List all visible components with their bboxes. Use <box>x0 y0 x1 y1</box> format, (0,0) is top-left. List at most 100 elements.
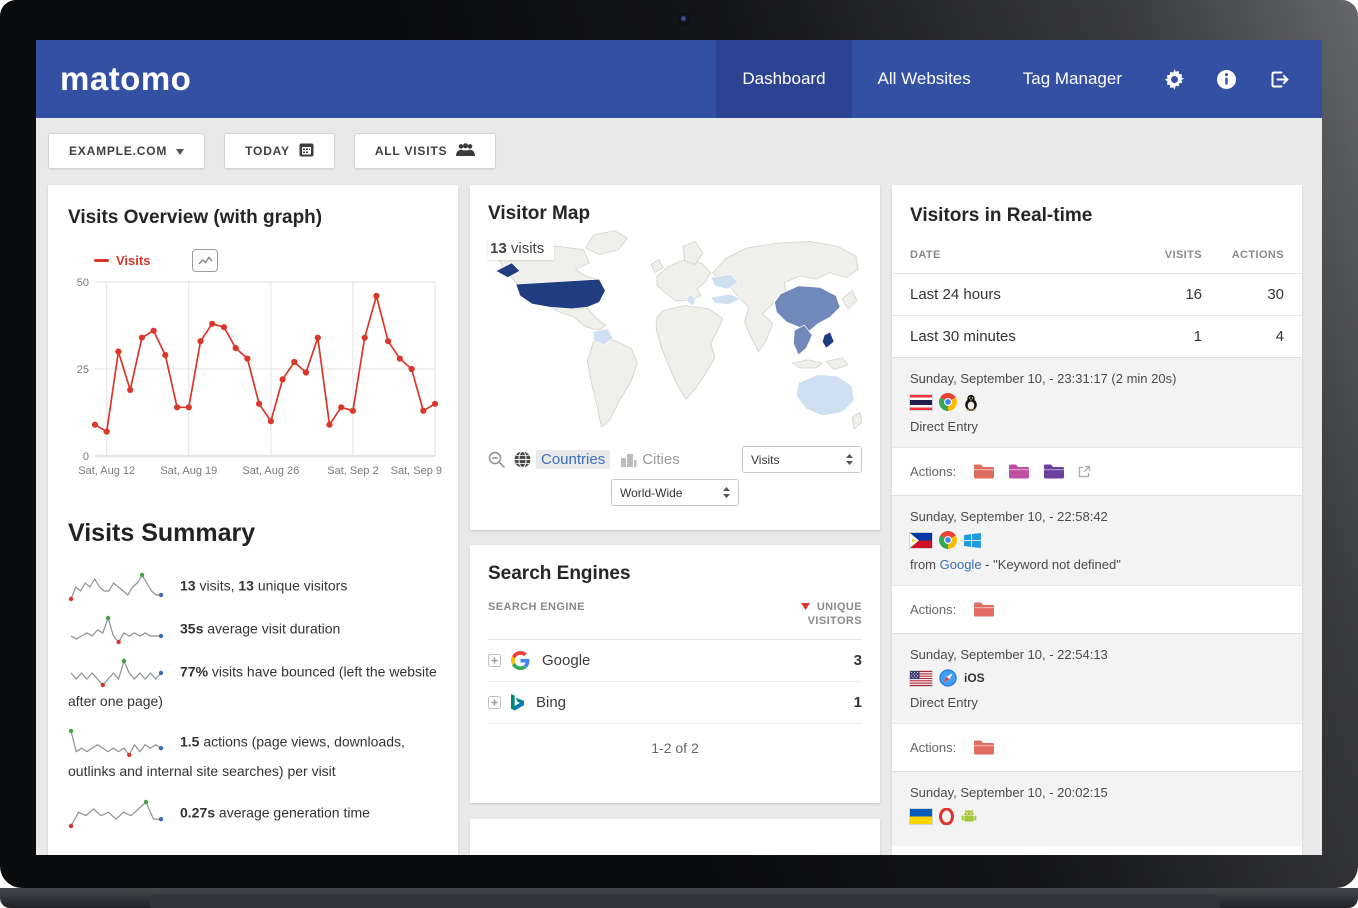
site-selector-label: EXAMPLE.COM <box>69 144 168 158</box>
summary-visits: 16 <box>1185 286 1202 303</box>
sort-desc-icon <box>801 601 813 613</box>
nav-icon-group <box>1148 40 1322 118</box>
os-linux-icon <box>964 394 978 411</box>
country-australia[interactable] <box>795 374 855 416</box>
svg-text:0: 0 <box>83 451 89 463</box>
map-region-select[interactable]: World-Wide <box>611 479 739 506</box>
pagination-label: 1-2 of 2 <box>651 739 699 756</box>
country-alaska[interactable] <box>495 262 521 278</box>
country-colombia[interactable] <box>593 328 614 346</box>
col-visits: VISITS <box>1164 249 1202 261</box>
referrer-link[interactable]: Google <box>939 557 982 572</box>
sparkline <box>68 799 164 828</box>
export-image-button[interactable] <box>192 249 219 272</box>
ios-label-icon: iOS <box>964 671 985 685</box>
laptop-bezel: matomo Dashboard All Websites Tag Manager … <box>0 0 1358 888</box>
country-usa[interactable] <box>515 278 606 310</box>
site-selector-button[interactable]: EXAMPLE.COM <box>48 133 206 169</box>
settings-button[interactable] <box>1148 40 1200 118</box>
info-button[interactable] <box>1200 40 1252 118</box>
sparkline <box>68 572 164 602</box>
visitor-map-widget: Visitor Map <box>470 185 880 530</box>
visit-datetime: Sunday, September 10, - 23:31:17 (2 min … <box>910 371 1177 386</box>
country-philippines[interactable] <box>821 331 835 349</box>
folder-purple-icon[interactable] <box>1043 463 1065 480</box>
realtime-entries: Sunday, September 10, - 23:31:17 (2 min … <box>892 357 1302 846</box>
folder-magenta-icon[interactable] <box>1008 463 1030 480</box>
summary-row: 13 visits, 13 unique visitors <box>68 572 438 602</box>
country-south-america <box>586 339 638 428</box>
col-unique-visitors[interactable]: UNIQUE VISITORS <box>782 601 862 629</box>
nav-item-tag-manager[interactable]: Tag Manager <box>1022 69 1122 88</box>
summary-row: 35s average visit duration <box>68 615 438 645</box>
visit-icons <box>910 531 1284 549</box>
folder-red-icon[interactable] <box>973 739 995 756</box>
flag-philippines-icon <box>910 532 932 548</box>
actions-label: Actions: <box>910 602 957 617</box>
country-ukraine[interactable] <box>710 273 740 290</box>
visitor-map-title: Visitor Map <box>488 203 591 224</box>
country-new-zealand <box>851 411 863 430</box>
engine-value: 3 <box>853 651 862 669</box>
referrer: from Google - "Keyword not defined" <box>910 557 1121 572</box>
country-turkey[interactable] <box>710 293 742 306</box>
country-italy[interactable] <box>685 293 697 307</box>
logout-button[interactable] <box>1252 40 1304 118</box>
visit-datetime: Sunday, September 10, - 22:54:13 <box>910 647 1108 662</box>
segment-selector-button[interactable]: ALL VISITS <box>353 133 497 169</box>
country-thailand[interactable] <box>792 324 813 356</box>
browser-opera-icon <box>939 807 954 825</box>
zoom-out-icon[interactable] <box>488 451 506 469</box>
browser-safari-icon <box>939 669 957 687</box>
engine-name: Bing <box>536 693 567 711</box>
period-selector-button[interactable]: TODAY <box>224 133 335 169</box>
country-greenland <box>584 230 628 256</box>
visits-overview-widget: Visits Overview (with graph) Visits 0 25 5… <box>48 185 458 855</box>
external-link-icon[interactable] <box>1078 465 1091 478</box>
visit-actions-row: Actions: <box>892 723 1302 771</box>
summary-visits: 1 <box>1193 328 1202 345</box>
col-date: DATE <box>910 249 941 261</box>
realtime-header: DATE VISITS ACTIONS <box>892 231 1302 273</box>
folder-red-icon[interactable] <box>973 601 995 618</box>
referrer: Direct Entry <box>910 695 978 710</box>
map-metric-select[interactable]: Visits <box>742 446 862 473</box>
realtime-summary-row: Last 30 minutes 1 4 <box>892 315 1302 357</box>
visit-entry: Sunday, September 10, - 23:31:17 (2 min … <box>892 357 1302 447</box>
nav-item-dashboard[interactable]: Dashboard <box>716 40 852 118</box>
world-map[interactable] <box>488 225 863 437</box>
visits-line-chart: 0 25 50 Sat, Aug 12 Sat, Aug 19 Sat, Aug 26 Sa… <box>68 274 442 485</box>
map-countries-toggle[interactable]: Countries <box>536 450 611 469</box>
summary-label: Last 24 hours <box>910 286 1001 303</box>
svg-text:Sat, Aug 19: Sat, Aug 19 <box>160 465 217 477</box>
expand-icon[interactable] <box>488 653 501 667</box>
country-japan <box>841 290 858 310</box>
map-metric-value: Visits <box>751 452 780 467</box>
expand-icon[interactable] <box>488 695 501 709</box>
search-engine-row-google[interactable]: Google 3 <box>488 640 862 682</box>
country-asia <box>712 241 859 353</box>
matomo-logo[interactable]: matomo <box>60 60 192 97</box>
folder-red-icon[interactable] <box>973 463 995 480</box>
search-engine-row-bing[interactable]: Bing 1 <box>488 682 862 724</box>
visit-actions-row: Actions: <box>892 585 1302 633</box>
select-arrows-icon <box>723 487 730 498</box>
svg-text:Sat, Sep 9: Sat, Sep 9 <box>391 465 442 477</box>
dashboard-columns: Visits Overview (with graph) Visits 0 25 5… <box>36 185 1322 855</box>
legend-label: Visits <box>116 253 151 268</box>
summary-row: 77% visits have bounced (left the websit… <box>68 658 438 715</box>
info-icon <box>1216 69 1237 90</box>
visit-actions-row: Actions: <box>892 447 1302 495</box>
realtime-summary-row: Last 24 hours 16 30 <box>892 273 1302 315</box>
map-cities-toggle[interactable]: Cities <box>642 451 680 468</box>
middle-column: Visitor Map <box>470 185 880 855</box>
sparkline <box>70 658 164 688</box>
buildings-icon <box>620 453 637 467</box>
svg-text:Sat, Aug 12: Sat, Aug 12 <box>78 465 135 477</box>
country-china[interactable] <box>774 285 841 334</box>
visit-icons: iOS <box>910 669 1284 687</box>
actions-label: Actions: <box>910 740 957 755</box>
search-engines-header: SEARCH ENGINE UNIQUE VISITORS <box>488 601 862 640</box>
screen: matomo Dashboard All Websites Tag Manager … <box>36 40 1322 855</box>
nav-item-all-websites[interactable]: All Websites <box>877 69 971 88</box>
